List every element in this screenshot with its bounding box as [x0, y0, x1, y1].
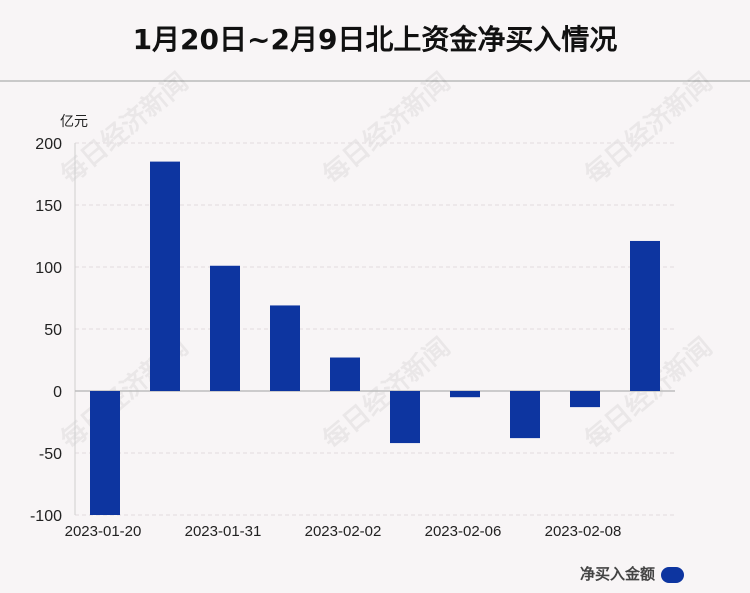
x-tick-label: 2023-01-20	[65, 523, 142, 540]
bar-2023-02-08	[570, 391, 600, 408]
watermark-text: 每日经济新闻	[317, 331, 456, 455]
chart-title: 1月20日~2月9日北上资金净买入情况	[132, 23, 618, 56]
x-tick-label: 2023-01-31	[185, 523, 262, 540]
legend-label: 净买入金额	[580, 565, 655, 583]
bar-2023-02-03	[390, 391, 420, 444]
x-tick-label: 2023-02-06	[425, 523, 502, 540]
watermark-text: 每日经济新闻	[317, 66, 456, 190]
y-tick-labels: 200 150 100 50 0 -50 -100	[30, 136, 62, 525]
bar-2023-01-20	[90, 391, 120, 515]
bar-2023-02-01	[270, 305, 300, 391]
y-tick-label: 50	[44, 322, 62, 339]
bar-2023-02-06	[450, 391, 480, 398]
y-tick-label: 100	[35, 260, 62, 277]
x-tick-labels: 2023-01-20 2023-01-31 2023-02-02 2023-02-06…	[65, 523, 622, 540]
bars	[90, 161, 660, 515]
y-tick-label: -100	[30, 508, 62, 525]
bar-2023-01-31	[210, 265, 240, 391]
y-tick-label: -50	[39, 446, 62, 463]
bar-2023-02-02	[330, 357, 360, 391]
y-unit-label: 亿元	[60, 114, 88, 130]
y-tick-label: 0	[53, 384, 62, 401]
title-divider	[0, 80, 750, 82]
legend: 净买入金额	[580, 565, 684, 583]
watermark-text: 每日经济新闻	[579, 66, 718, 190]
legend-swatch	[661, 567, 684, 583]
y-tick-label: 150	[35, 198, 62, 215]
x-tick-label: 2023-02-02	[305, 523, 382, 540]
bar-2023-02-09	[630, 240, 660, 391]
bar-2023-02-07	[510, 391, 540, 439]
bar-2023-01-30	[150, 161, 180, 391]
y-tick-label: 200	[35, 136, 62, 153]
x-tick-label: 2023-02-08	[545, 523, 622, 540]
